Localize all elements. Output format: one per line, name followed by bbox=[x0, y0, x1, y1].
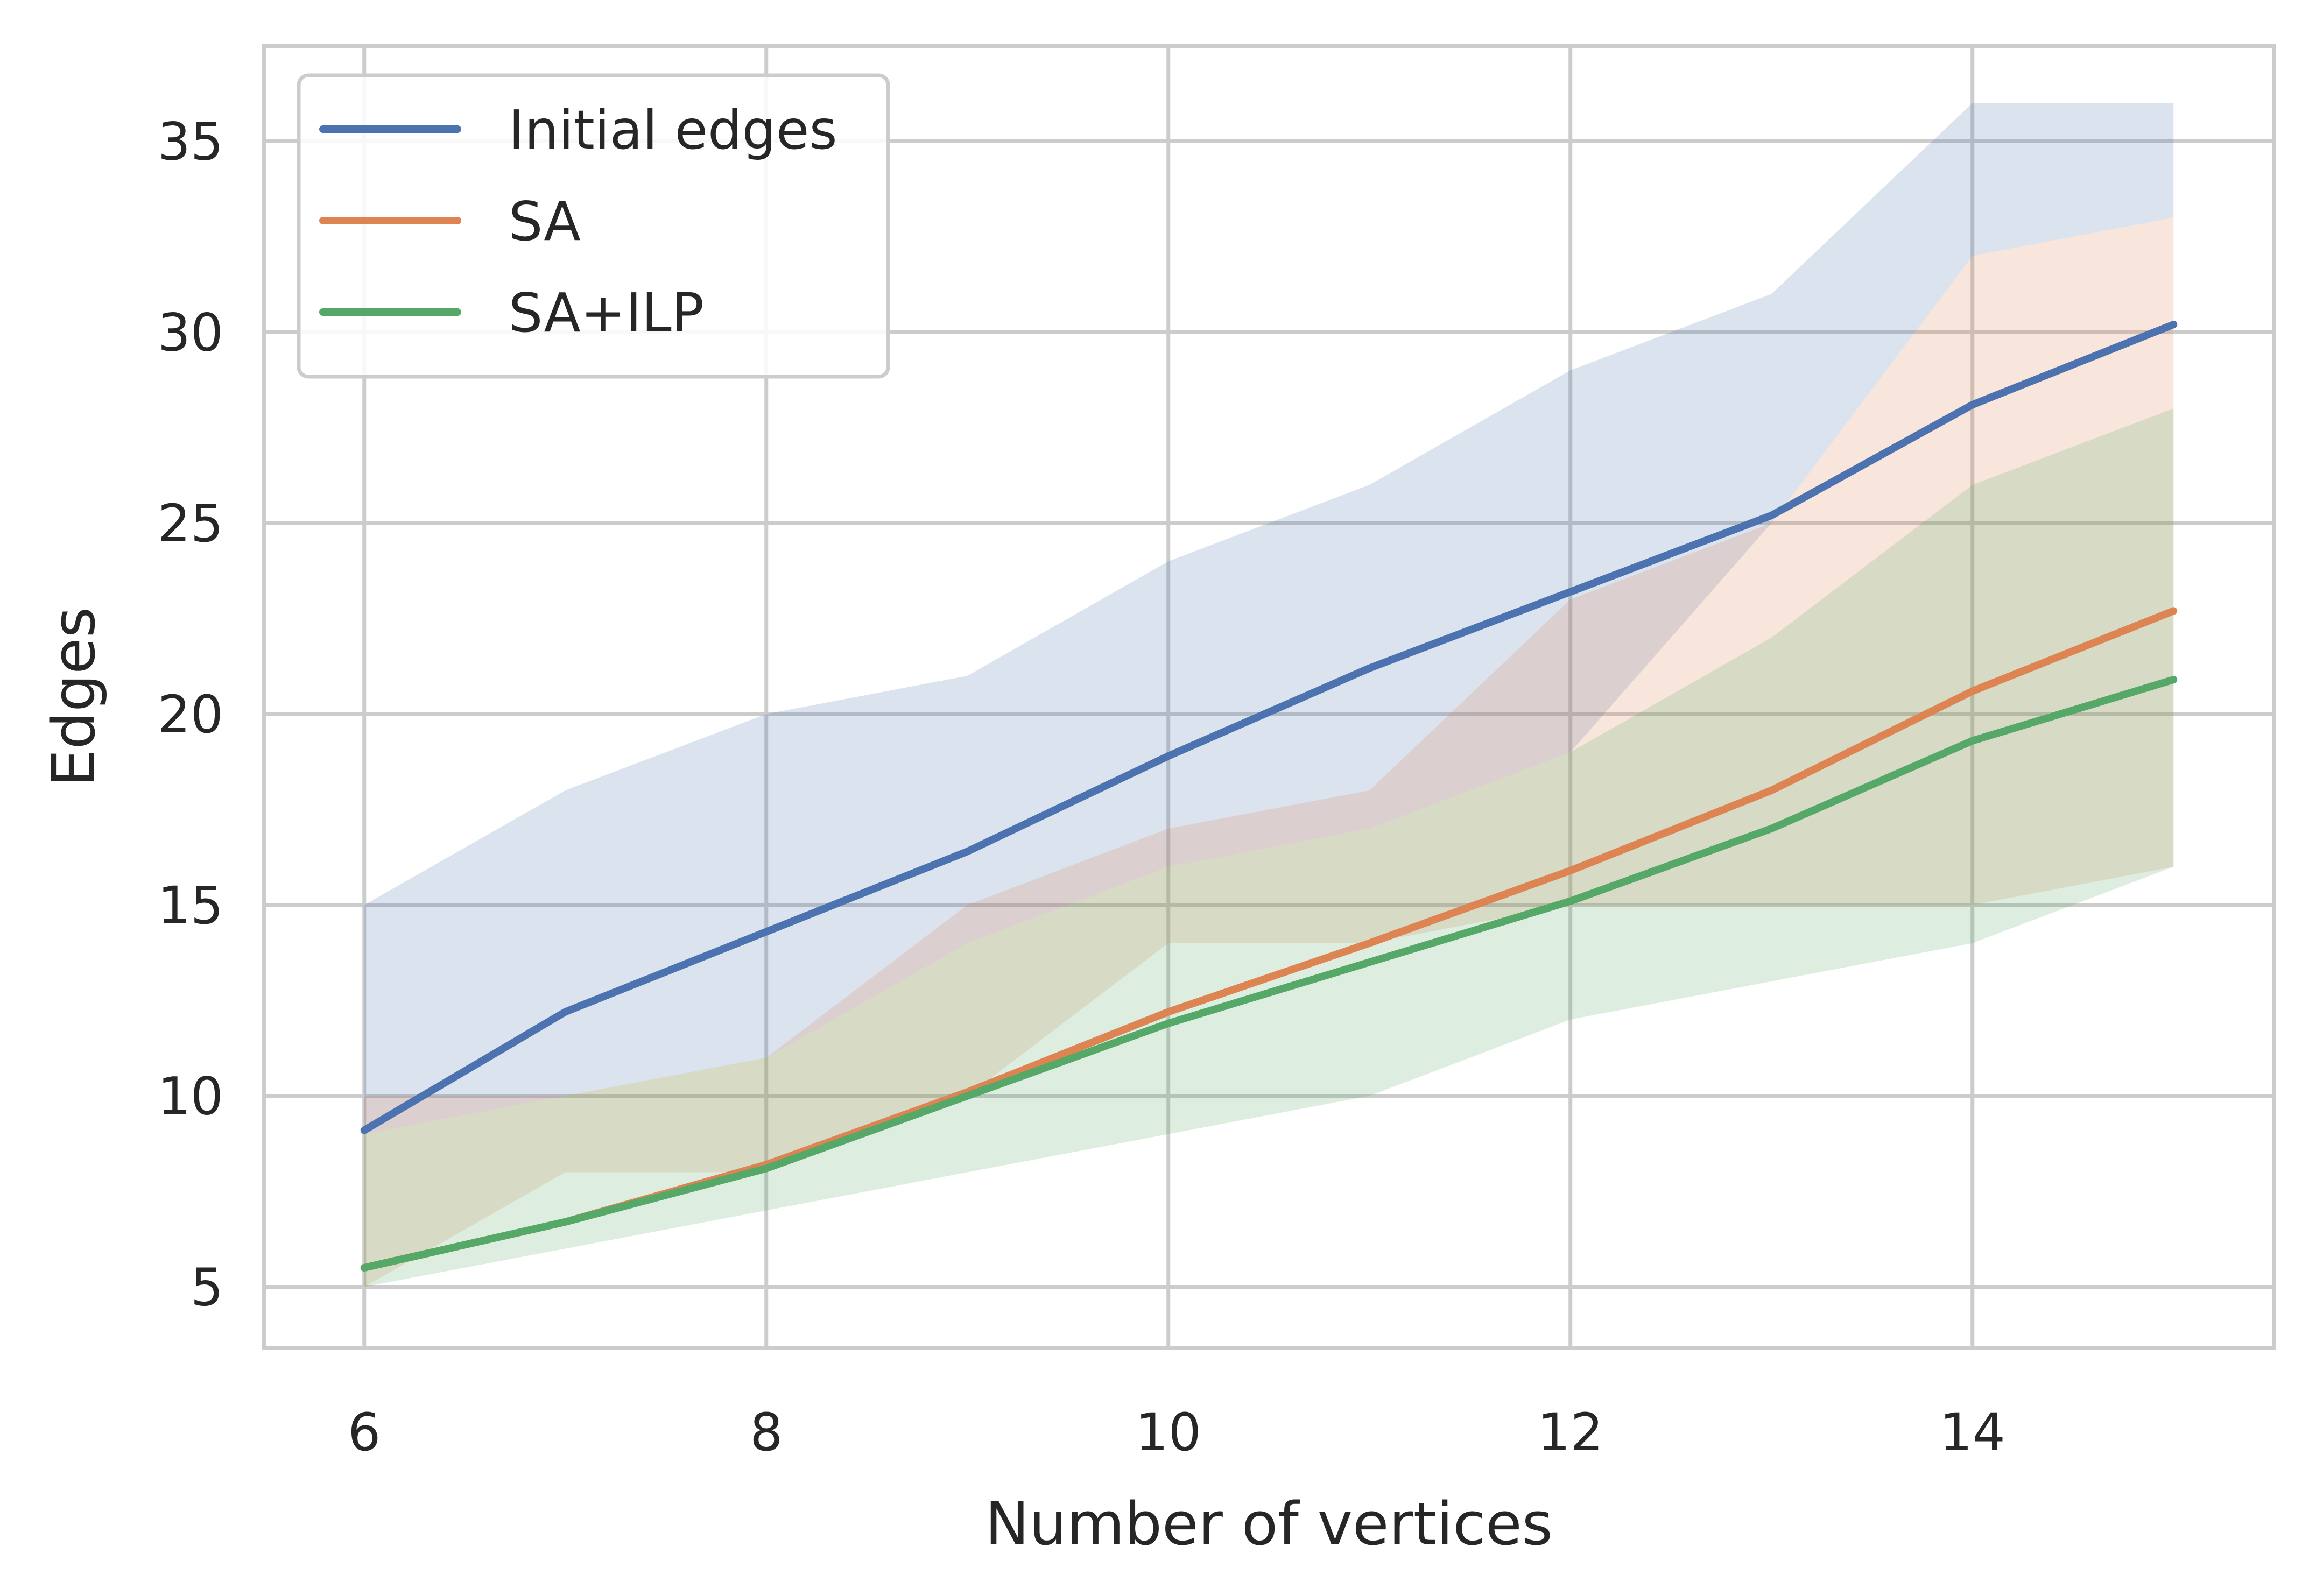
y-tick-label: 25 bbox=[158, 493, 223, 554]
legend-label: Initial edges bbox=[509, 98, 837, 161]
y-tick-label: 35 bbox=[158, 111, 223, 172]
legend: Initial edges SA SA+ILP bbox=[297, 73, 890, 379]
tick-labels: 6 8 10 12 14 5 10 15 20 25 30 35 bbox=[158, 111, 2005, 1463]
x-tick-label: 6 bbox=[348, 1402, 381, 1463]
x-tick-label: 10 bbox=[1136, 1402, 1201, 1463]
x-tick-label: 8 bbox=[750, 1402, 783, 1463]
y-axis-title: Edges bbox=[39, 607, 108, 787]
confidence-band bbox=[364, 217, 2174, 1287]
x-axis-title: Number of vertices bbox=[985, 1489, 1553, 1558]
legend-label: SA+ILP bbox=[509, 281, 704, 344]
confidence-bands bbox=[364, 103, 2174, 1287]
legend-label: SA bbox=[509, 190, 581, 253]
confidence-band bbox=[364, 103, 2174, 1134]
y-tick-label: 30 bbox=[158, 302, 223, 363]
y-tick-label: 15 bbox=[158, 875, 223, 936]
legend-box bbox=[297, 73, 890, 379]
series-lines bbox=[360, 321, 2178, 1272]
y-tick-label: 20 bbox=[158, 684, 223, 745]
plot-frame bbox=[262, 44, 2276, 1350]
x-tick-label: 14 bbox=[1940, 1402, 2005, 1463]
y-tick-label: 10 bbox=[158, 1067, 223, 1127]
y-tick-label: 5 bbox=[191, 1257, 223, 1317]
series-line bbox=[360, 676, 2178, 1272]
x-tick-label: 12 bbox=[1538, 1402, 1603, 1463]
confidence-band bbox=[364, 408, 2174, 1287]
series-line bbox=[360, 321, 2178, 1134]
